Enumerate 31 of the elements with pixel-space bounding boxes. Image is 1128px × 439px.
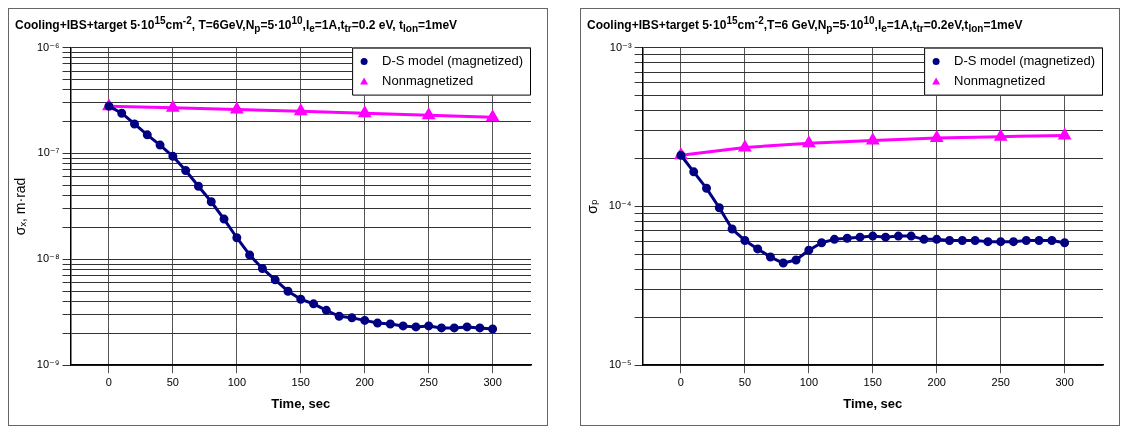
chart-title: Cooling+IBS+target 5·10$^{15}$cm$^{-2}$, T=6GeV,N$_{p}$=5·10$^{10}$,I$_{e}$=1A,t$_{tr}$=0.2 eV, t$_{lon}$=1meV [15,15,458,35]
legend-label: Nonmagnetized [954,73,1046,89]
x-tick-label: 300 [1055,376,1074,389]
y-tick-label: 10⁻⁴ [608,199,632,212]
x-tick-label: 300 [483,376,502,389]
x-axis-title: Time, sec [271,396,331,412]
y-axis-title: σₓ, m·rad [12,178,29,236]
y-tick-label: 10⁻³ [609,41,632,54]
y-tick-label: 10⁻⁹ [36,358,60,371]
y-axis-title: σₚ [584,199,601,215]
chart-title: Cooling+IBS+target 5·10$^{15}$cm$^{-2}$,T=6 GeV,N$_{p}$=5·10$^{10}$,I$_{e}$=1A,t$_{tr}$=0.2eV,t$_{lon}$=1meV [587,15,1023,35]
legend-label: D-S model (magnetized) [954,53,1095,69]
x-tick-label: 200 [927,376,946,389]
x-tick-label: 50 [166,376,179,389]
x-tick-label: 150 [863,376,882,389]
legend-label: D-S model (magnetized) [382,53,523,69]
x-tick-label: 200 [355,376,374,389]
x-axis-title: Time, sec [843,396,903,412]
y-tick-label: 10⁻⁸ [36,252,60,265]
x-tick-label: 150 [291,376,310,389]
y-tick-label: 10⁻⁶ [36,41,60,54]
y-tick-label: 10⁻⁷ [37,146,60,159]
x-tick-label: 250 [419,376,438,389]
y-tick-label: 10⁻⁵ [608,358,632,371]
x-tick-label: 0 [677,376,684,389]
x-tick-label: 250 [991,376,1010,389]
x-tick-label: 100 [799,376,819,389]
x-tick-label: 50 [738,376,752,389]
x-tick-label: 100 [227,376,246,389]
legend-label: Nonmagnetized [382,73,474,89]
x-tick-label: 0 [105,376,112,389]
